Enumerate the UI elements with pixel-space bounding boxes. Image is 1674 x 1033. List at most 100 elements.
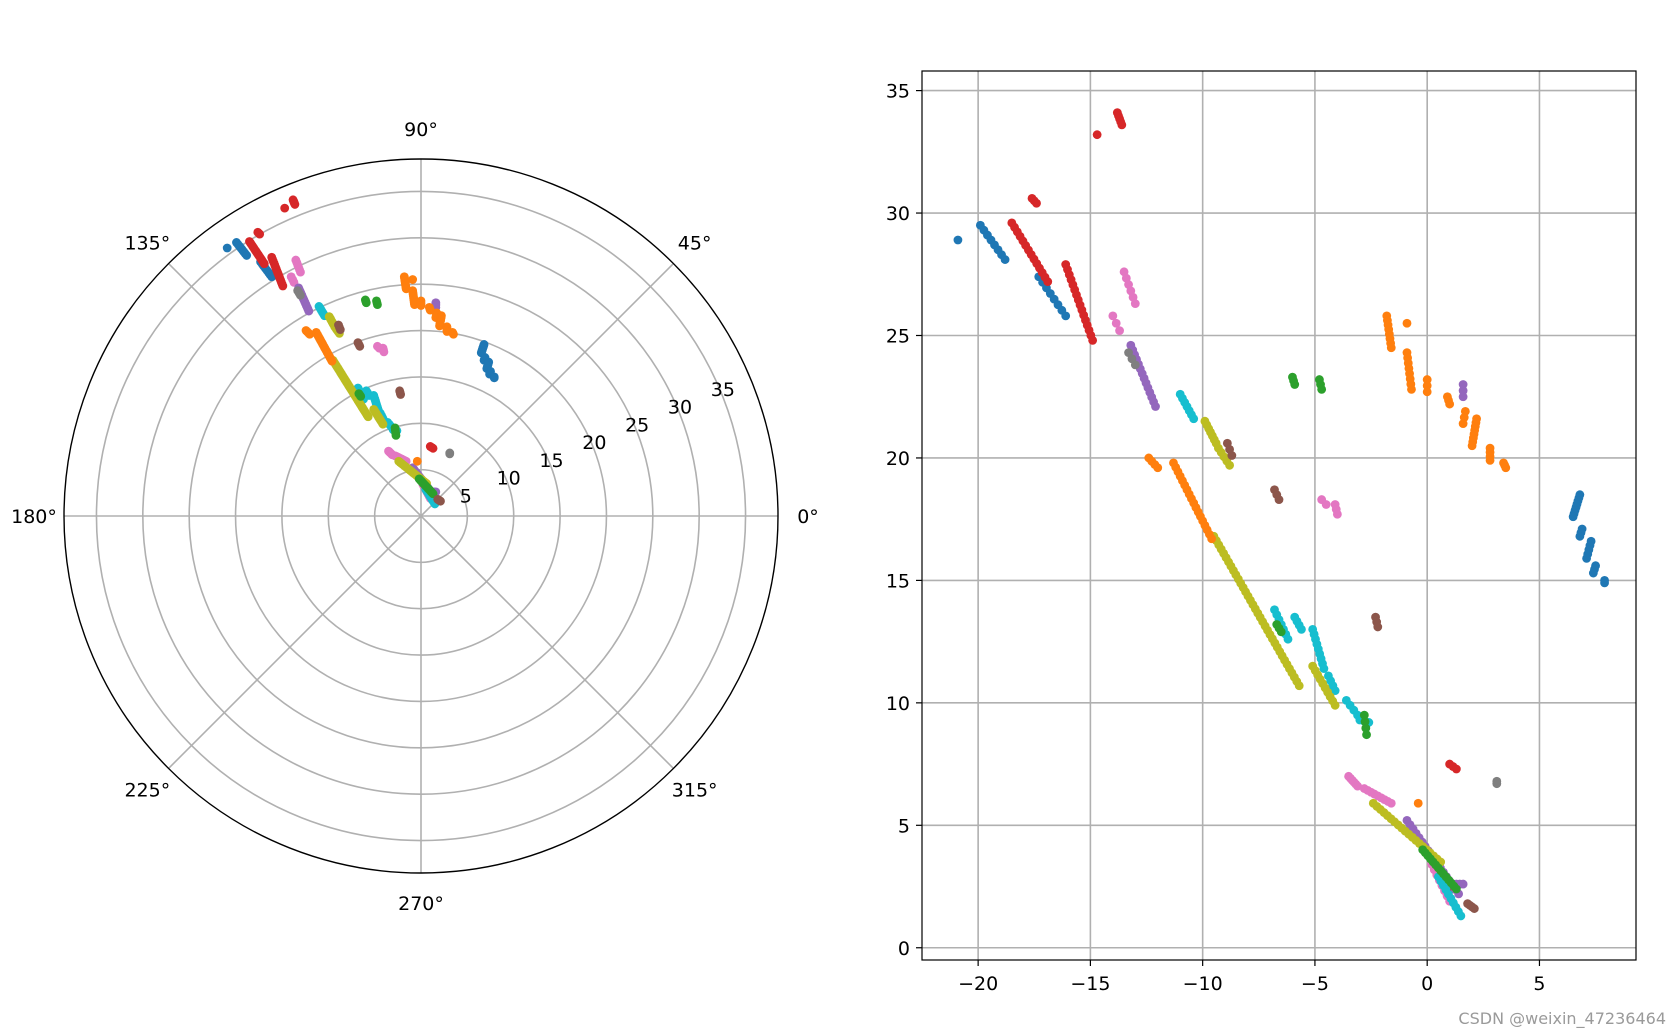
scatter-point-orange	[1458, 419, 1468, 429]
scatter-point-red	[1117, 120, 1127, 130]
scatter-point-cyan	[1319, 664, 1329, 673]
scatter-point-gray	[1130, 360, 1140, 370]
polar-point-red	[290, 200, 300, 209]
polar-r-tick-label: 35	[711, 379, 735, 401]
scatter-point-brown	[1469, 904, 1479, 913]
polar-point-brown	[335, 325, 345, 335]
polar-point-pink	[296, 267, 305, 277]
scatter-point-pink	[1115, 326, 1124, 335]
polar-point-green	[361, 298, 371, 308]
polar-theta-gridline	[420, 262, 675, 517]
y-tick-label: 35	[886, 81, 910, 103]
scatter-point-blue	[1061, 311, 1071, 321]
polar-point-gray	[445, 449, 455, 459]
scatter-point-green	[1276, 627, 1286, 637]
scatter-point-cyan	[1189, 414, 1199, 424]
scatter-point-orange	[1207, 534, 1217, 544]
y-tick-label: 5	[898, 815, 910, 837]
polar-point-red	[280, 203, 290, 213]
scatter-point-blue	[1000, 255, 1010, 264]
cartesian-axes-frame	[921, 70, 1637, 961]
polar-theta-tick-label: 135°	[124, 232, 170, 254]
scatter-point-orange	[1501, 463, 1511, 473]
scatter-point-orange	[1386, 343, 1396, 353]
scatter-point-orange	[1467, 441, 1477, 451]
polar-point-gray	[296, 290, 305, 300]
scatter-point-blue	[1575, 531, 1585, 541]
polar-point-orange	[408, 275, 418, 284]
scatter-point-red	[1032, 198, 1041, 208]
polar-point-red	[278, 281, 288, 291]
polar-point-blue	[222, 243, 232, 253]
scatter-point-orange	[1413, 798, 1423, 808]
scatter-point-pink	[1130, 299, 1140, 309]
scatter-point-olive	[1330, 700, 1340, 710]
scatter-point-gray	[1492, 779, 1502, 789]
scatter-point-pink	[1386, 798, 1396, 808]
polar-theta-tick-label: 225°	[124, 780, 170, 802]
polar-r-tick-label: 30	[668, 397, 692, 419]
scatter-point-purple	[1458, 380, 1468, 389]
scatter-point-pink	[1353, 781, 1362, 791]
scatter-point-orange	[1445, 399, 1455, 409]
polar-point-orange	[412, 456, 422, 466]
scatter-point-green	[1362, 730, 1371, 740]
polar-point-blue	[242, 251, 252, 260]
y-tick-label: 0	[898, 938, 910, 960]
scatter-point-brown	[1373, 622, 1383, 632]
scatter-point-green	[1359, 710, 1369, 720]
polar-r-tick-label: 5	[460, 485, 472, 507]
scatter-point-orange	[1407, 384, 1416, 394]
scatter-point-orange	[1422, 381, 1432, 391]
scatter-point-orange	[1422, 387, 1432, 397]
x-tick-label: 0	[1421, 973, 1433, 995]
x-tick-label: −10	[1183, 973, 1223, 995]
scatter-point-purple	[1458, 392, 1468, 402]
scatter-point-pink	[1111, 318, 1121, 328]
scatter-point-cyan	[1297, 624, 1306, 634]
y-tick-label: 15	[886, 570, 910, 592]
polar-theta-gridline	[167, 515, 422, 770]
scatter-point-orange	[1422, 375, 1432, 384]
polar-theta-tick-label: 180°	[11, 506, 57, 528]
scatter-point-blue	[1582, 553, 1592, 563]
polar-point-purple	[304, 306, 314, 316]
polar-theta-gridline	[420, 515, 675, 770]
polar-point-red	[428, 443, 438, 453]
polar-point-green	[356, 391, 366, 401]
polar-theta-tick-label: 90°	[404, 119, 438, 141]
scatter-point-blue	[1588, 568, 1598, 578]
scatter-point-blue	[1600, 578, 1609, 588]
scatter-point-green	[1290, 380, 1300, 389]
scatter-point-olive	[1225, 460, 1235, 470]
polar-point-brown	[436, 496, 445, 506]
polar-scatter-panel: 0° 45° 90° 135° 180° 225° 270° 315° 5 10 15 20 25 30 3…	[11, 119, 819, 915]
polar-r-tick-label: 20	[582, 432, 606, 454]
polar-point-orange	[327, 356, 337, 366]
scatter-point-orange	[1153, 463, 1163, 473]
scatter-point-cyan	[1456, 911, 1466, 921]
scatter-point-orange	[1402, 318, 1412, 328]
y-tick-label: 25	[886, 325, 910, 347]
polar-r-tick-label: 10	[497, 468, 521, 490]
polar-point-orange	[435, 321, 444, 331]
x-tick-label: 5	[1533, 973, 1545, 995]
x-tick-label: −20	[958, 973, 998, 995]
scatter-point-pink	[1108, 311, 1118, 321]
scatter-point-red	[1043, 277, 1053, 287]
polar-point-red	[255, 229, 265, 239]
polar-theta-tick-label: 45°	[678, 232, 712, 254]
y-tick-label: 30	[886, 203, 910, 225]
scatter-point-green	[1360, 717, 1370, 727]
scatter-point-purple	[1151, 402, 1160, 411]
polar-point-orange	[449, 329, 458, 339]
polar-point-brown	[355, 341, 365, 351]
scatter-point-blue	[953, 235, 963, 245]
polar-point-green	[373, 300, 382, 309]
scatter-point-green	[1317, 384, 1327, 394]
polar-point-olive	[378, 419, 388, 429]
polar-theta-tick-label: 0°	[797, 506, 819, 528]
scatter-point-red	[1092, 130, 1102, 140]
polar-point-blue	[489, 373, 499, 383]
